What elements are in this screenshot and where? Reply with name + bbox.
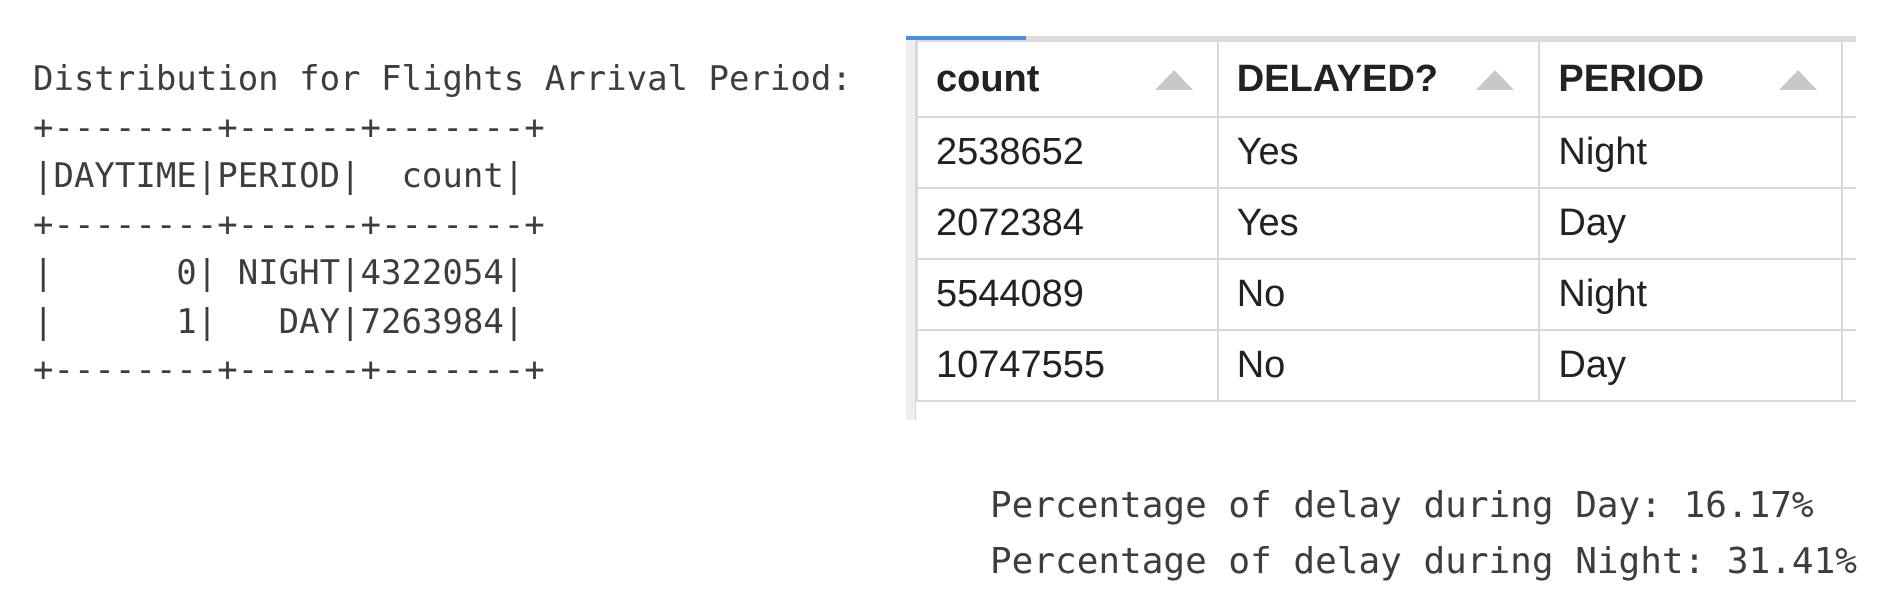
- data-grid-table: count DELAYED? PERIOD 2538652: [916, 40, 1856, 402]
- table-cell-delayed: Yes: [1216, 116, 1541, 189]
- grid-row-gutter: [906, 40, 916, 420]
- table-cell-count: 2538652: [916, 116, 1219, 189]
- ascii-table-header: |DAYTIME|PERIOD| count|: [33, 156, 525, 196]
- column-header-period[interactable]: PERIOD: [1538, 40, 1844, 118]
- sort-ascending-icon[interactable]: [1154, 70, 1193, 90]
- grid-header-row: count DELAYED? PERIOD: [916, 40, 1856, 118]
- table-row: 5544089 No Night: [916, 258, 1856, 331]
- distribution-console-output: Distribution for Flights Arrival Period:…: [33, 55, 852, 395]
- table-cell-overflow: [1841, 258, 1856, 331]
- ascii-table-border: +--------+------+-------+: [33, 107, 545, 148]
- table-row: 10747555 No Day: [916, 329, 1856, 402]
- column-header-delayed[interactable]: DELAYED?: [1216, 40, 1541, 118]
- ascii-table-border: +--------+------+-------+: [33, 204, 545, 245]
- table-cell-period: Night: [1538, 116, 1844, 189]
- table-cell-count: 2072384: [916, 187, 1219, 260]
- table-cell-count: 5544089: [916, 258, 1219, 331]
- ascii-table-row: | 1| DAY|7263984|: [33, 301, 525, 342]
- column-header-label: PERIOD: [1558, 57, 1705, 100]
- delay-percentage-output: Percentage of delay during Day: 16.17% Pe…: [990, 478, 1857, 590]
- table-row: 2538652 Yes Night: [916, 116, 1856, 189]
- table-cell-period: Day: [1538, 187, 1844, 260]
- table-cell-count: 10747555: [916, 329, 1219, 402]
- table-cell-delayed: Yes: [1216, 187, 1541, 260]
- table-cell-period: Night: [1538, 258, 1844, 331]
- table-cell-delayed: No: [1216, 329, 1541, 402]
- ascii-table-row: | 0| NIGHT|4322054|: [33, 253, 525, 293]
- table-row: 2072384 Yes Day: [916, 187, 1856, 260]
- column-header-label: count: [936, 57, 1040, 100]
- grid-top-border: [906, 36, 1856, 40]
- column-header-count[interactable]: count: [916, 40, 1219, 118]
- column-header-overflow: [1841, 40, 1856, 118]
- distribution-title: Distribution for Flights Arrival Period:: [33, 59, 852, 99]
- grid-scroll-indicator[interactable]: [906, 36, 1026, 40]
- table-cell-delayed: No: [1216, 258, 1541, 331]
- data-grid: count DELAYED? PERIOD 2538652: [906, 36, 1856, 420]
- ascii-table-border: +--------+------+-------+: [33, 350, 545, 390]
- day-delay-percentage: Percentage of delay during Day: 16.17%: [990, 485, 1814, 526]
- table-cell-period: Day: [1538, 329, 1844, 402]
- sort-ascending-icon[interactable]: [1779, 70, 1818, 90]
- table-cell-overflow: [1841, 187, 1856, 260]
- table-cell-overflow: [1841, 116, 1856, 189]
- table-cell-overflow: [1841, 329, 1856, 402]
- column-header-label: DELAYED?: [1236, 57, 1438, 100]
- night-delay-percentage: Percentage of delay during Night: 31.41%: [990, 541, 1857, 582]
- sort-ascending-icon[interactable]: [1476, 70, 1515, 90]
